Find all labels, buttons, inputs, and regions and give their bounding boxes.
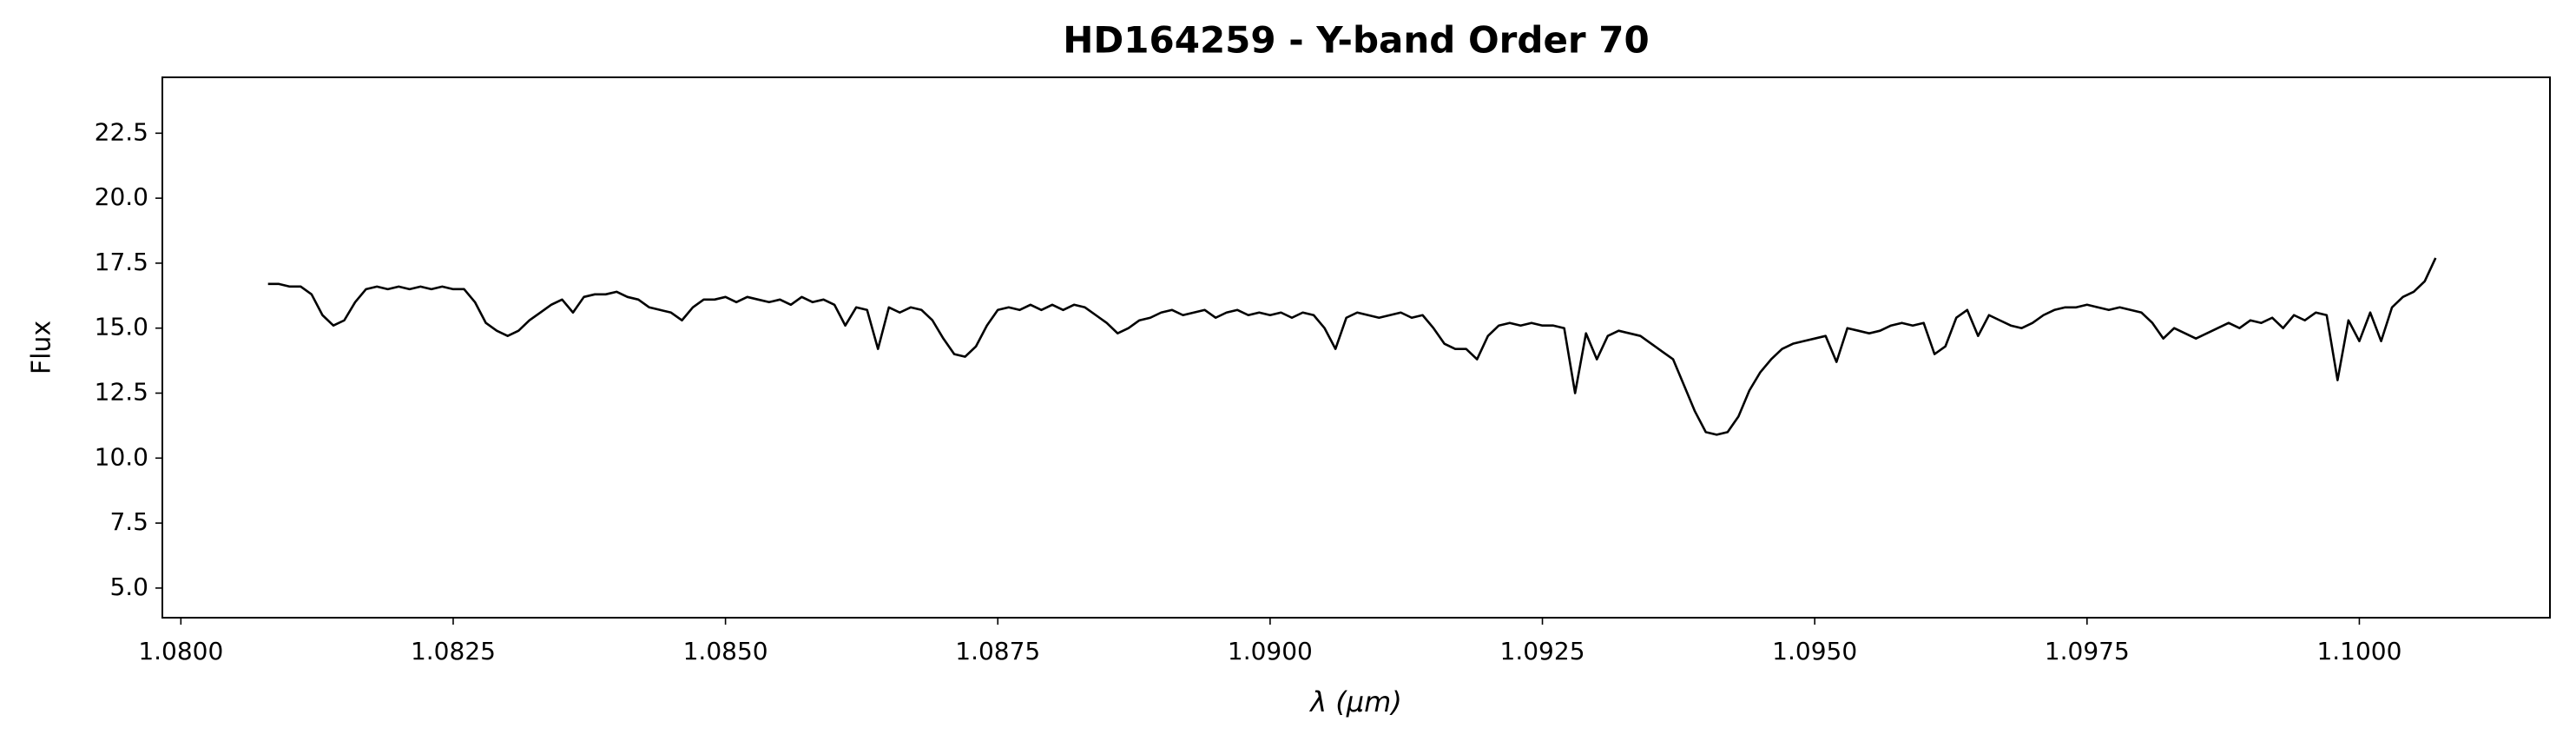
y-tick-label: 12.5 <box>95 378 148 407</box>
x-tick-label: 1.0975 <box>2045 637 2130 665</box>
y-tick-label: 5.0 <box>109 573 148 601</box>
y-tick-label: 20.0 <box>95 182 148 211</box>
x-tick-label: 1.0825 <box>411 637 496 665</box>
chart-title: HD164259 - Y-band Order 70 <box>1063 19 1649 62</box>
x-tick-label: 1.0925 <box>1500 637 1585 665</box>
plot-frame <box>161 76 2551 619</box>
x-tick-label: 1.0800 <box>138 637 223 665</box>
y-tick-label: 22.5 <box>95 117 148 146</box>
x-tick-label: 1.0900 <box>1228 637 1313 665</box>
y-tick-label: 17.5 <box>95 248 148 276</box>
y-tick-label: 10.0 <box>95 442 148 471</box>
y-tick-label: 15.0 <box>95 313 148 341</box>
x-tick-label: 1.1000 <box>2316 637 2401 665</box>
y-tick-label: 7.5 <box>109 507 148 536</box>
x-axis-label: λ (μm) <box>1308 685 1402 718</box>
y-axis-label: Flux <box>27 321 57 374</box>
spectrum-line <box>267 257 2437 436</box>
x-tick-label: 1.0950 <box>1772 637 1857 665</box>
x-tick-label: 1.0850 <box>683 637 768 665</box>
x-tick-label: 1.0875 <box>955 637 1040 665</box>
